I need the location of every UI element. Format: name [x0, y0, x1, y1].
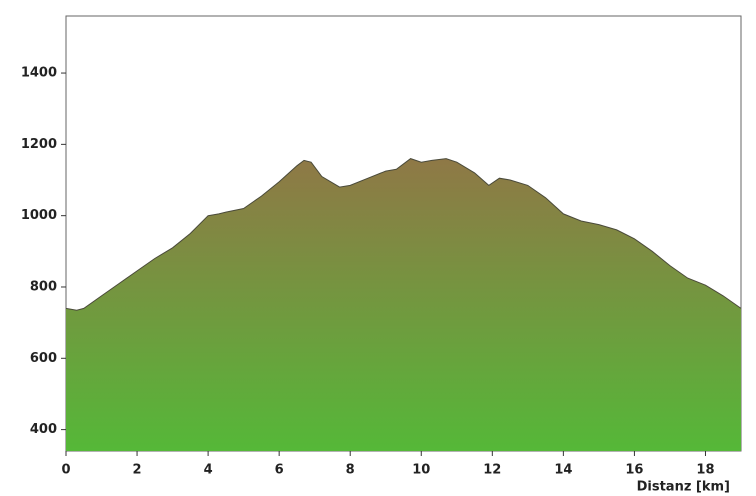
- x-tick-label: 2: [133, 463, 142, 478]
- y-tick-label: 1000: [21, 208, 57, 223]
- x-tick-label: 4: [204, 463, 213, 478]
- x-axis-label: Distanz [km]: [637, 480, 730, 495]
- x-tick-label: 8: [346, 463, 355, 478]
- x-tick-label: 12: [483, 463, 501, 478]
- x-tick-label: 6: [275, 463, 284, 478]
- y-tick-label: 600: [30, 351, 57, 366]
- x-tick-label: 10: [412, 463, 430, 478]
- x-tick-label: 16: [625, 463, 643, 478]
- y-tick-label: 1200: [21, 137, 57, 152]
- x-tick-label: 14: [554, 463, 572, 478]
- y-tick-label: 1400: [21, 66, 57, 81]
- elevation-line: [65, 158, 742, 311]
- y-tick-label: 800: [30, 279, 57, 294]
- elevation-area: [66, 158, 741, 451]
- x-tick-label: 18: [696, 463, 714, 478]
- x-tick-label: 0: [61, 463, 70, 478]
- y-tick-label: 400: [30, 422, 57, 437]
